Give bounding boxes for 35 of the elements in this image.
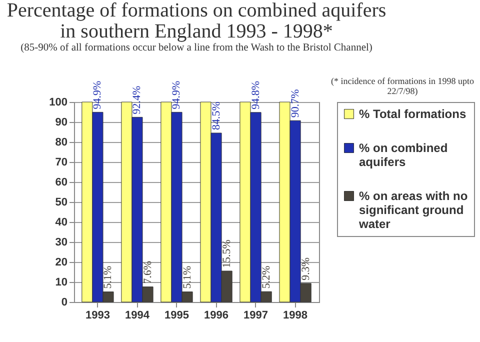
y-tick-label: 60	[55, 176, 68, 188]
data-label: 94.9%	[170, 80, 183, 110]
y-tick-label: 30	[55, 236, 68, 248]
y-tick-label: 50	[55, 196, 68, 208]
data-label: 9.3%	[300, 257, 312, 280]
y-tick-label: 100	[49, 96, 68, 108]
y-tick-label: 0	[61, 296, 68, 308]
y-tick-label: 80	[55, 136, 68, 148]
x-tick-label: 1994	[124, 310, 150, 322]
text: (* incidence of formations in 1998 upto 22/7/98)	[330, 76, 475, 96]
data-label: 94.8%	[250, 80, 262, 110]
data-label: 84.5%	[210, 102, 222, 130]
data-label: 90.7%	[289, 89, 302, 118]
y-tick-label: 90	[55, 116, 68, 128]
data-label: 7.6%	[142, 260, 154, 284]
x-tick-label: 1997	[244, 310, 268, 322]
data-label: 5.1%	[102, 266, 114, 289]
chart-subtitle: (85-90% of all formations occur below a line from the Wash to the Bristol Channel)	[20, 42, 373, 54]
legend-label: % on combined aquifers	[359, 141, 448, 169]
legend-label: % Total formations	[359, 107, 466, 121]
data-label: 5.2%	[260, 266, 272, 289]
y-tick-label: 70	[55, 156, 68, 168]
y-tick-label: 40	[55, 216, 68, 228]
x-tick-label: 1995	[164, 310, 189, 322]
x-tick-label: 1996	[204, 310, 228, 322]
data-label: 92.4%	[131, 86, 144, 114]
data-label: 15.5%	[220, 240, 233, 268]
x-tick-label: 1993	[85, 310, 110, 322]
y-tick-label: 10	[55, 276, 68, 288]
x-tick-label: 1998	[283, 310, 308, 322]
chart-title: Percentage of formations on combined aquifers in southern England 1993 - 1998*	[6, 0, 386, 42]
y-tick-label: 20	[55, 256, 68, 268]
legend-label: % on areas with no significant ground water	[358, 189, 468, 231]
data-label: 5.1%	[181, 266, 194, 289]
data-label: 94.9%	[92, 80, 104, 110]
